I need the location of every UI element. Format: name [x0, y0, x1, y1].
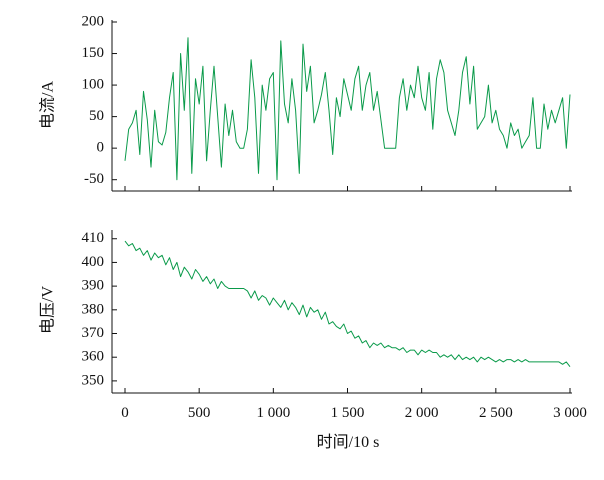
voltage-panel: 350 360 370 380 390 400 410 0 500 1 000 1 500 2 00…	[39, 230, 587, 451]
voltage-x-tick-label: 0	[121, 405, 129, 421]
voltage-y-ticks: 350 360 370 380 390 400 410	[82, 230, 117, 388]
voltage-x-tick-label: 3 000	[553, 405, 587, 421]
current-x-ticks	[124, 186, 571, 191]
voltage-y-tick-label: 400	[82, 254, 105, 270]
voltage-y-tick-label: 360	[82, 349, 105, 365]
voltage-x-tick-label: 500	[188, 405, 211, 421]
voltage-x-tick-label: 2 000	[405, 405, 439, 421]
current-y-tick-label: 150	[82, 45, 105, 61]
current-y-tick-label: 100	[82, 77, 105, 93]
voltage-series-line	[124, 240, 571, 368]
voltage-x-tick-label: 1 500	[331, 405, 365, 421]
current-y-tick-label: -50	[84, 171, 104, 187]
current-series-line	[124, 37, 571, 181]
current-y-axis-title: 电流/A	[39, 81, 57, 129]
current-panel: -50 0 50 100 150 200 电流/A	[39, 13, 572, 192]
voltage-y-tick-label: 380	[82, 301, 105, 317]
voltage-y-axis-title: 电压/V	[39, 286, 57, 334]
voltage-y-tick-label: 390	[82, 278, 105, 294]
voltage-y-tick-label: 370	[82, 325, 105, 341]
voltage-x-ticks: 0 500 1 000 1 500 2 000 2 500 3 000	[121, 388, 587, 421]
voltage-x-axis-title: 时间/10 s	[317, 433, 380, 451]
voltage-y-tick-label: 350	[82, 372, 105, 388]
current-y-tick-label: 200	[82, 13, 105, 29]
current-y-ticks: -50 0 50 100 150 200	[82, 13, 117, 187]
voltage-y-tick-label: 410	[82, 230, 105, 246]
voltage-x-tick-label: 1 000	[256, 405, 290, 421]
current-y-tick-label: 0	[97, 140, 105, 156]
current-y-tick-label: 50	[89, 108, 104, 124]
voltage-x-tick-label: 2 500	[479, 405, 513, 421]
